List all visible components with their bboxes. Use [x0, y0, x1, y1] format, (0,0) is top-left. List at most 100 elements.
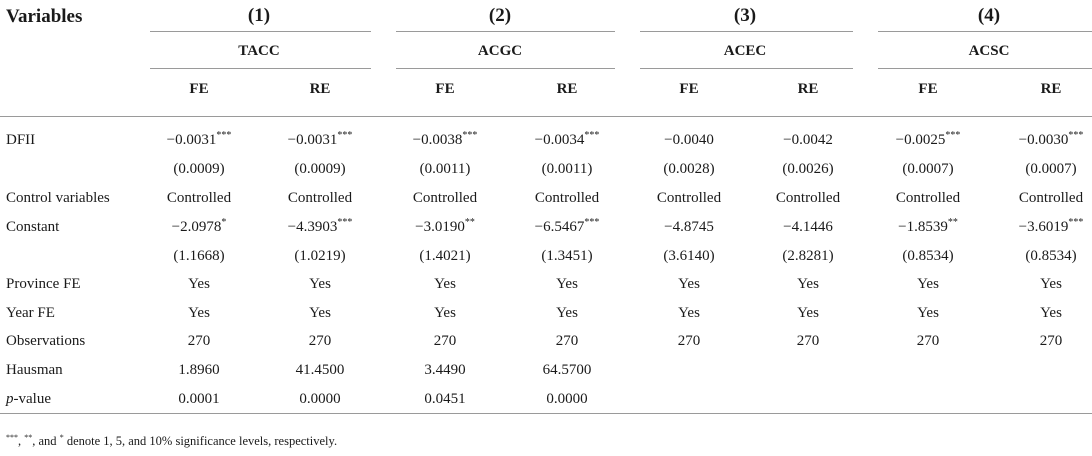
table-cell: (0.0009) [294, 161, 345, 178]
row-label: Constant [6, 219, 59, 236]
row-label: Observations [6, 333, 85, 350]
cell-value: Yes [188, 276, 210, 292]
cell-value: (1.3451) [541, 248, 593, 264]
table-cell: (0.0028) [663, 161, 714, 178]
table-cell: −0.0038*** [413, 130, 478, 149]
table-cell: Controlled [776, 190, 840, 207]
table-cell: Yes [434, 276, 456, 293]
cell-value: Yes [1040, 276, 1062, 292]
table-cell: Controlled [896, 190, 960, 207]
significance-marker: ** [464, 217, 475, 228]
footnote-text: , [18, 434, 25, 448]
footnote-symbol: ** [24, 432, 33, 442]
table-cell: (1.1668) [173, 248, 224, 265]
row-label-text: Constant [6, 219, 60, 235]
cell-value: −0.0042 [783, 132, 833, 148]
cell-value: 270 [308, 333, 332, 349]
cell-value: Yes [188, 305, 210, 321]
cell-value: 270 [1039, 333, 1063, 349]
cell-value: −3.6019 [1018, 219, 1069, 235]
cell-value: −0.0031 [166, 132, 217, 148]
cell-value: Yes [678, 305, 700, 321]
table-cell: 270 [678, 333, 701, 350]
model-4-header: (4) [977, 5, 1001, 26]
cell-value: Controlled [287, 190, 353, 206]
cell-value: Controlled [895, 190, 961, 206]
table-cell: Yes [678, 276, 700, 293]
estimator-header: FE [189, 81, 209, 97]
dependent-1-rule [150, 68, 371, 69]
cell-value: (2.8281) [782, 248, 834, 264]
row-label: DFII [6, 132, 35, 149]
cell-value: Yes [309, 305, 331, 321]
cell-value: Yes [309, 276, 331, 292]
table-cell: 0.0001 [178, 391, 219, 408]
header-bottom-rule [0, 116, 1092, 117]
table-cell: (2.8281) [782, 248, 833, 265]
dependent-2-rule [396, 68, 615, 69]
table-cell: Controlled [288, 190, 352, 207]
estimator-header: FE [679, 81, 699, 97]
table-cell: (0.0011) [542, 161, 593, 178]
cell-value: 270 [916, 333, 940, 349]
table-cell: 270 [1040, 333, 1063, 350]
cell-value: 0.0001 [178, 391, 220, 407]
table-cell: Controlled [535, 190, 599, 207]
cell-value: −6.5467 [534, 219, 585, 235]
row-label: Control variables [6, 190, 110, 207]
row-label: p-value [6, 391, 51, 408]
table-cell: Yes [1040, 276, 1062, 293]
table-cell: Yes [917, 276, 939, 293]
table-cell: 270 [188, 333, 211, 350]
table-cell: 270 [797, 333, 820, 350]
table-cell: 270 [556, 333, 579, 350]
cell-value: 41.4500 [295, 362, 345, 378]
table-cell: 3.4490 [424, 362, 465, 379]
row-label: Year FE [6, 305, 55, 322]
significance-marker: *** [1068, 217, 1084, 228]
cell-value: Controlled [534, 190, 600, 206]
significance-marker: *** [1068, 130, 1084, 141]
table-cell: −1.8539** [898, 218, 958, 236]
significance-marker: *** [462, 130, 478, 141]
cell-value: 64.5700 [542, 362, 592, 378]
cell-value: (0.0007) [1025, 161, 1077, 177]
table-cell: −4.8745 [664, 219, 714, 236]
cell-value: −0.0030 [1018, 132, 1069, 148]
table-cell: Controlled [413, 190, 477, 207]
significance-marker: *** [584, 217, 600, 228]
footnote-symbol: * [59, 432, 64, 442]
cell-value: (1.1668) [173, 248, 225, 264]
table-cell: Yes [188, 276, 210, 293]
cell-value: −2.0978 [171, 219, 222, 235]
table-cell: 1.8960 [178, 362, 219, 379]
table-cell: 0.0000 [299, 391, 340, 408]
cell-value: 270 [187, 333, 211, 349]
table-cell: −0.0042 [783, 132, 833, 149]
table-cell: Yes [188, 305, 210, 322]
cell-value: −3.0190 [415, 219, 465, 235]
table-cell: (1.4021) [419, 248, 470, 265]
table-cell: 41.4500 [296, 362, 345, 379]
table-cell: Yes [556, 305, 578, 322]
cell-value: Yes [1040, 305, 1062, 321]
cell-value: −0.0034 [534, 132, 585, 148]
table-cell: −2.0978* [171, 218, 227, 236]
cell-value: −4.3903 [287, 219, 338, 235]
row-label: Hausman [6, 362, 63, 379]
table-cell: −0.0040 [664, 132, 714, 149]
cell-value: 0.0000 [546, 391, 588, 407]
table-cell: −3.0190** [415, 217, 475, 236]
significance-footnote: ***, **, and * denote 1, 5, and 10% sign… [6, 432, 337, 449]
table-cell: Yes [309, 305, 331, 322]
cell-value: Controlled [1018, 190, 1084, 206]
row-label-text: Observations [6, 333, 86, 349]
table-bottom-rule [0, 413, 1092, 414]
dependent-3-rule [640, 68, 853, 69]
table-cell: −0.0025*** [896, 130, 961, 149]
significance-marker: *** [945, 130, 961, 141]
row-label-text: -value [13, 391, 51, 407]
cell-value: (0.0028) [663, 161, 715, 177]
table-cell: Controlled [167, 190, 231, 207]
estimator-header: RE [1040, 81, 1062, 97]
